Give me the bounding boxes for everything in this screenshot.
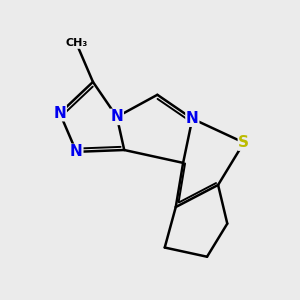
Text: CH₃: CH₃ — [65, 38, 88, 48]
Text: S: S — [238, 135, 249, 150]
Text: N: N — [110, 110, 123, 124]
Text: N: N — [53, 106, 66, 121]
Text: N: N — [186, 111, 199, 126]
Text: N: N — [70, 144, 83, 159]
